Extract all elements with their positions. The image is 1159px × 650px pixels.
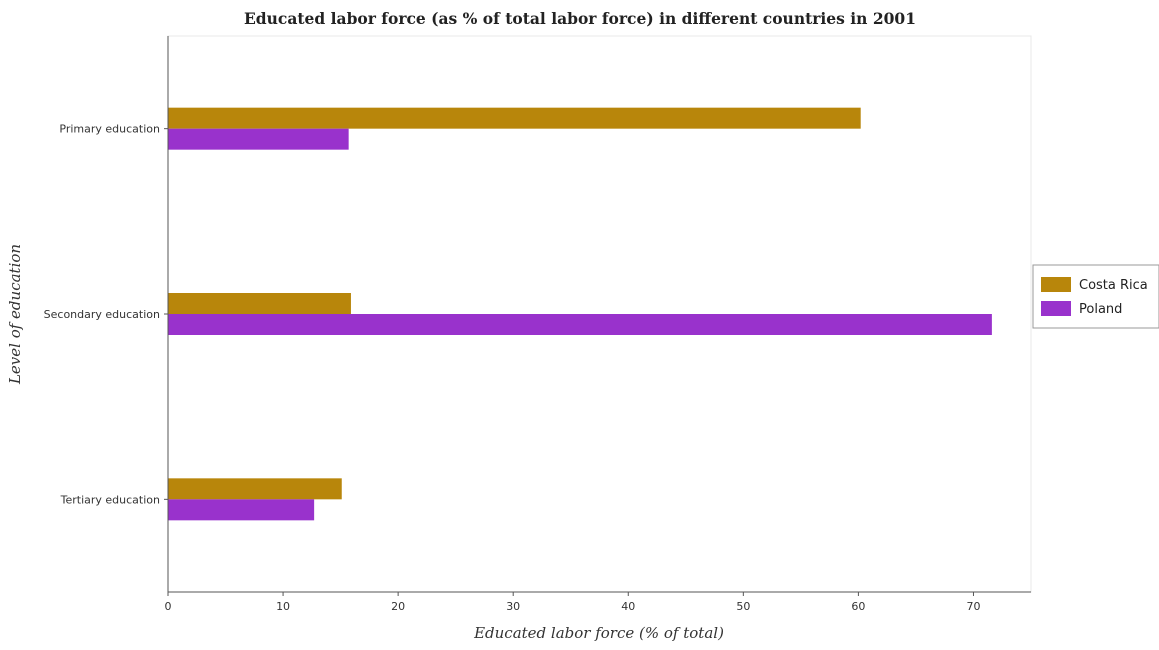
- legend-swatch-poland: [1041, 301, 1071, 316]
- x-tick-label: 50: [736, 600, 750, 613]
- x-tick-label: 60: [851, 600, 865, 613]
- bars-group: [168, 107, 992, 521]
- x-tick-label: 40: [621, 600, 635, 613]
- legend-swatch-costa-rica: [1041, 277, 1071, 292]
- bar-poland-primary-education: [168, 128, 349, 150]
- x-tick-label: 0: [165, 600, 172, 613]
- x-tick-label: 70: [966, 600, 980, 613]
- x-tick-label: 30: [506, 600, 520, 613]
- x-tick-label: 10: [276, 600, 290, 613]
- bar-costa-rica-tertiary-education: [168, 478, 342, 500]
- legend: Costa Rica Poland: [1032, 264, 1159, 329]
- legend-label-poland: Poland: [1079, 302, 1122, 317]
- legend-label-costa-rica: Costa Rica: [1079, 278, 1148, 293]
- bar-costa-rica-secondary-education: [168, 293, 351, 314]
- y-tick-label: Secondary education: [44, 308, 160, 321]
- bar-poland-tertiary-education: [168, 499, 315, 521]
- y-tick-label: Tertiary education: [60, 493, 160, 506]
- x-axis-label: Educated labor force (% of total): [473, 624, 724, 642]
- bar-costa-rica-primary-education: [168, 107, 861, 129]
- y-axis-label: Level of education: [6, 244, 24, 385]
- legend-box: [1032, 264, 1159, 329]
- bar-poland-secondary-education: [168, 314, 992, 335]
- y-tick-labels: Primary education Secondary education Tert…: [44, 123, 168, 506]
- chart-title: Educated labor force (as % of total labo…: [244, 9, 916, 28]
- x-tick-labels: 0 10 20 30 40 50 60 70: [165, 592, 980, 613]
- y-tick-label: Primary education: [59, 123, 160, 136]
- x-tick-label: 20: [391, 600, 405, 613]
